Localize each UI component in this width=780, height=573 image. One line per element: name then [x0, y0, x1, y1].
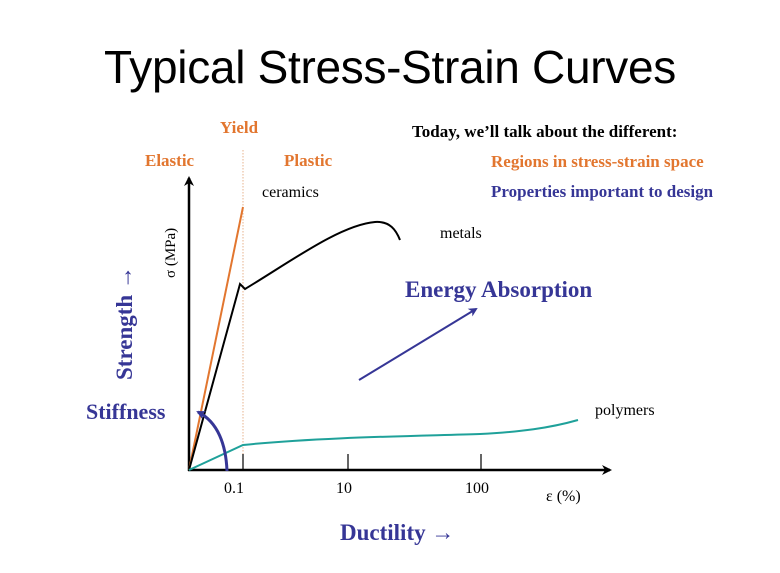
- ceramics-curve: [188, 206, 244, 471]
- yield-label: Yield: [220, 118, 259, 137]
- stiffness-arrow-icon: [196, 410, 229, 472]
- metals-label: metals: [440, 225, 482, 242]
- intro-item-regions: Regions in stress-strain space: [491, 152, 704, 171]
- energy-absorption-arrow-icon: [358, 307, 478, 381]
- ceramics-label: ceramics: [262, 184, 319, 201]
- intro-heading: Today, we’ll talk about the different:: [412, 122, 678, 141]
- polymers-curve: [188, 419, 579, 471]
- intro-item-properties: Properties important to design: [491, 182, 714, 201]
- x-axis-label: ε (%): [546, 488, 581, 505]
- x-tick-label: 0.1: [224, 480, 244, 497]
- metals-curve: [188, 220, 401, 471]
- slide-title: Typical Stress-Strain Curves: [104, 41, 676, 93]
- x-tick-label: 100: [465, 480, 489, 497]
- stiffness-label: Stiffness: [86, 399, 166, 424]
- x-tick-label: 10: [336, 480, 352, 497]
- energy-absorption-label: Energy Absorption: [405, 277, 593, 302]
- ductility-label: Ductility →: [340, 520, 455, 545]
- elastic-label: Elastic: [145, 151, 195, 170]
- plastic-label: Plastic: [284, 151, 333, 170]
- polymers-label: polymers: [595, 402, 655, 419]
